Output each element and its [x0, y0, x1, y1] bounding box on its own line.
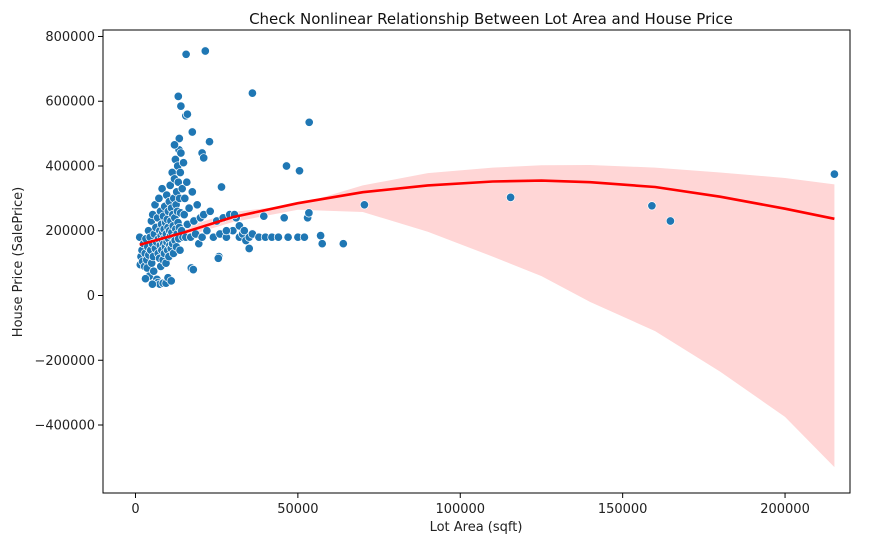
x-tick-label: 50000	[277, 502, 318, 517]
scatter-point	[304, 117, 314, 127]
y-tick-label: 200000	[45, 224, 95, 239]
confidence-band	[139, 165, 835, 468]
scatter-point	[304, 208, 314, 218]
y-axis: −400000 −200000 0 200000 400000 600000 800000	[34, 30, 103, 434]
scatter-point	[283, 232, 293, 242]
scatter-point	[187, 127, 197, 137]
scatter-point	[188, 265, 198, 275]
scatter-point	[174, 133, 184, 144]
scatter-point	[216, 182, 227, 192]
y-tick-label: 600000	[45, 95, 95, 110]
x-tick-label: 200000	[760, 502, 810, 517]
scatter-point	[294, 166, 305, 176]
scatter-point	[149, 266, 159, 276]
scatter-point	[176, 148, 186, 158]
scatter-point	[173, 91, 183, 101]
scatter-point	[316, 231, 326, 241]
scatter-point	[281, 161, 292, 171]
x-axis-title: Lot Area (sqft)	[430, 520, 523, 535]
scatter-point	[178, 158, 189, 168]
points-layer	[135, 46, 839, 289]
y-tick-label: −200000	[34, 354, 95, 369]
scatter-point	[244, 243, 254, 254]
scatter-point	[665, 216, 675, 226]
scatter-point	[199, 153, 209, 163]
fit-line	[139, 179, 835, 246]
scatter-point	[175, 167, 185, 178]
fit-line-layer	[139, 179, 835, 246]
scatter-point	[197, 232, 207, 242]
scatter-point	[213, 253, 223, 263]
scatter-point	[317, 239, 327, 249]
scatter-point	[179, 210, 189, 220]
scatter-point	[506, 192, 516, 202]
scatter-point	[176, 101, 186, 111]
y-tick-label: −400000	[34, 419, 95, 434]
x-tick-label: 150000	[598, 502, 648, 517]
scatter-point	[182, 109, 192, 119]
x-tick-label: 100000	[435, 502, 485, 517]
scatter-point	[829, 169, 839, 179]
scatter-point	[166, 276, 176, 286]
scatter-point	[177, 184, 187, 194]
scatter-point	[165, 180, 175, 190]
scatter-point	[204, 137, 215, 147]
scatter-point	[147, 279, 157, 289]
scatter-point	[181, 49, 191, 59]
y-axis-title: House Price (SalePrice)	[11, 187, 26, 337]
scatter-point	[647, 201, 657, 211]
scatter-point	[187, 187, 197, 197]
scatter-point	[273, 232, 283, 242]
scatter-point	[184, 203, 194, 213]
scatter-point	[192, 200, 202, 210]
scatter-point	[239, 226, 249, 236]
plot-frame	[102, 29, 851, 494]
y-tick-label: 0	[87, 289, 95, 304]
x-tick-label: 0	[131, 502, 139, 517]
scatter-point	[221, 226, 231, 236]
scatter-point	[279, 213, 289, 223]
scatter-point	[200, 46, 210, 56]
scatter-point	[157, 184, 167, 194]
y-tick-label: 400000	[45, 159, 95, 174]
scatter-point	[247, 88, 257, 98]
scatter-point	[259, 211, 269, 221]
scatter-point	[182, 177, 192, 187]
scatter-point	[175, 245, 185, 255]
x-axis: 0 50000 100000 150000 200000	[131, 493, 810, 517]
scatter-point	[299, 232, 309, 242]
confidence-band-layer	[139, 165, 835, 468]
scatter-point	[169, 140, 180, 150]
scatter-point	[202, 226, 212, 236]
scatter-point	[180, 193, 190, 203]
scatter-point	[140, 274, 151, 284]
chart-title: Check Nonlinear Relationship Between Lot…	[249, 10, 733, 28]
scatter-point	[205, 206, 215, 216]
scatter-point	[338, 239, 348, 249]
scatter-point	[154, 193, 164, 203]
y-tick-label: 800000	[45, 30, 95, 45]
scatter-point	[359, 200, 369, 210]
